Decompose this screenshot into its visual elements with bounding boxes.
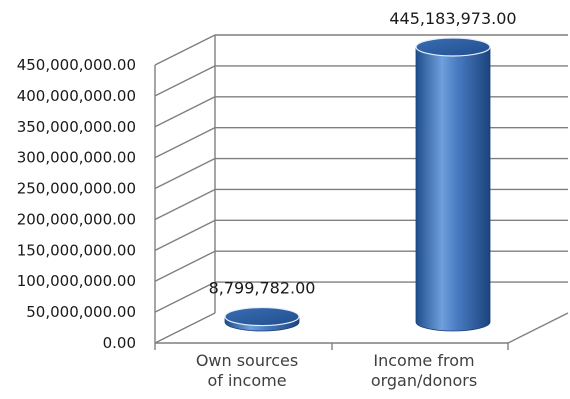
bars [224, 37, 491, 332]
y-tick-label: 300,000,000.00 [17, 149, 136, 167]
gridline-diagonal [154, 157, 216, 190]
x-category-label: Income from [373, 351, 474, 370]
data-labels: 8,799,782.00 445,183,973.00 [209, 9, 517, 298]
y-tick-label: 150,000,000.00 [17, 241, 136, 259]
bar-cylinder [415, 37, 491, 332]
y-tick-label: 400,000,000.00 [17, 87, 136, 105]
gridlines [154, 34, 569, 350]
bar-top [224, 306, 300, 327]
y-tick-label: 450,000,000.00 [17, 56, 136, 74]
y-tick-label: 50,000,000.00 [26, 303, 136, 321]
y-axis-ticks: 0.00 50,000,000.00 100,000,000.00 150,000,0… [17, 56, 136, 352]
gridline-diagonal [154, 188, 216, 221]
bar-cylinder [224, 306, 300, 332]
x-category-label: of income [207, 371, 286, 390]
gridline-diagonal [154, 34, 216, 66]
gridline-diagonal [154, 281, 216, 313]
gridline-diagonal [154, 250, 216, 282]
gridline-diagonal [154, 219, 216, 251]
gridline-diagonal [154, 96, 216, 128]
bar-body [415, 46, 491, 332]
y-tick-label: 200,000,000.00 [17, 210, 136, 228]
data-label: 8,799,782.00 [209, 279, 316, 298]
y-tick-label: 250,000,000.00 [17, 180, 136, 198]
y-tick-label: 100,000,000.00 [17, 272, 136, 290]
x-category-label: Own sources [196, 351, 298, 370]
gridline-diagonal [154, 312, 216, 344]
gridline-diagonal [154, 65, 216, 97]
gridline-diagonal [154, 127, 216, 159]
y-tick-label: 0.00 [103, 334, 136, 352]
data-label: 445,183,973.00 [389, 9, 516, 28]
x-category-label: organ/donors [371, 371, 477, 390]
floor-right-edge [507, 312, 569, 344]
y-tick-label: 350,000,000.00 [17, 118, 136, 136]
bar-top [415, 37, 491, 57]
